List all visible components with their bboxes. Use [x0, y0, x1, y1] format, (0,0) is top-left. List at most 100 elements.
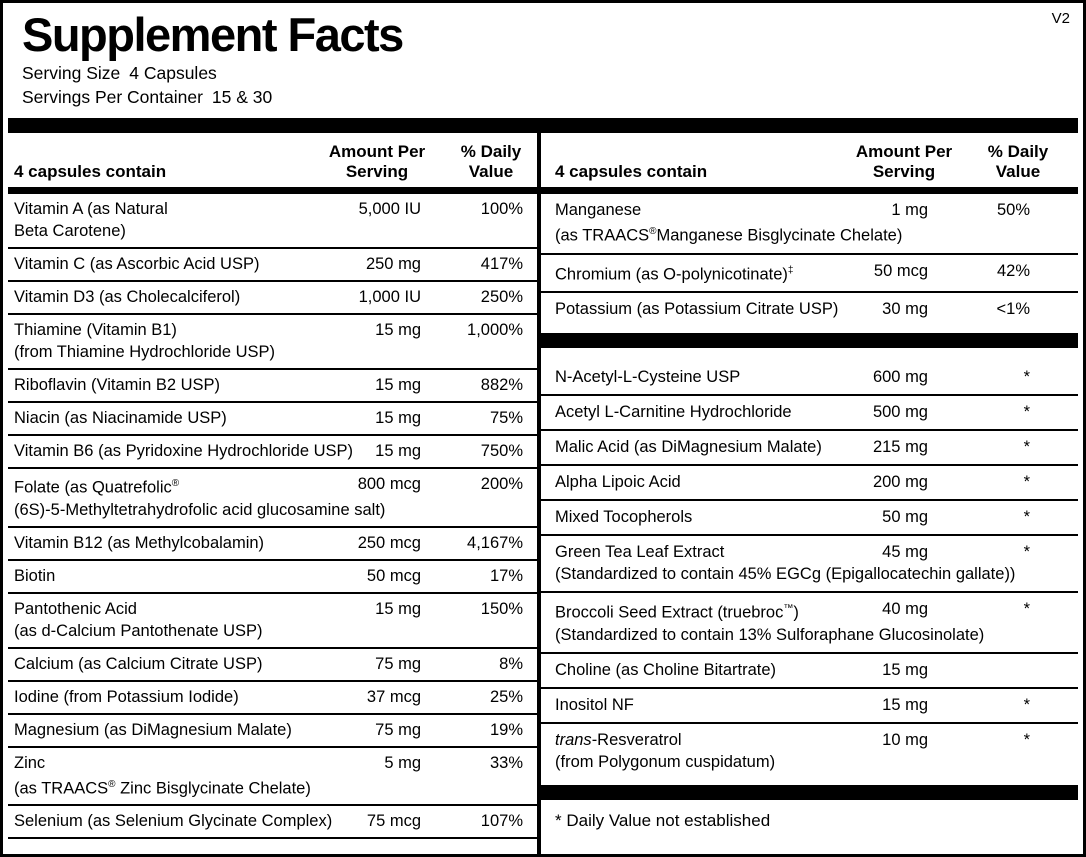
row-name-line: Pantothenic Acid	[14, 598, 537, 620]
row-name-text: Mixed Tocopherols	[555, 508, 693, 526]
row-name-line: (6S)-5-Methyltetrahydrofolic acid glucos…	[14, 499, 537, 521]
row-name-line: Green Tea Leaf Extract	[555, 541, 1078, 563]
table-row: Mixed Tocopherols 50 mg *	[541, 501, 1078, 536]
row-name-text: Manganese	[555, 201, 642, 219]
table-row: trans-Resveratrol (from Polygonum cuspida…	[541, 724, 1078, 779]
row-name-text: Pantothenic Acid	[14, 599, 137, 618]
column-right-header: 4 capsules contain Amount Per Serving % …	[541, 133, 1078, 187]
row-daily-value: 107%	[480, 812, 523, 830]
row-name: Selenium (as Selenium Glycinate Complex)	[14, 810, 537, 832]
row-amount: 250 mcg	[357, 533, 421, 552]
row-daily-value: *	[1023, 730, 1030, 749]
row-name-text: Vitamin A (as Natural	[14, 200, 168, 218]
row-name-text: Green Tea Leaf Extract	[555, 543, 725, 561]
table-row: Pantothenic Acid (as d-Calcium Pantothena…	[8, 594, 537, 649]
row-name-line: Vitamin C (as Ascorbic Acid USP)	[14, 253, 537, 275]
table-row: Thiamine (Vitamin B1) (from Thiamine Hydr…	[8, 315, 537, 370]
row-name: Chromium (as O-polynicotinate)‡	[555, 260, 1078, 286]
daily-value-footnote: * Daily Value not established	[555, 810, 771, 830]
table-row: Acetyl L-Carnitine Hydrochloride 500 mg *	[541, 396, 1078, 431]
column-left: 4 capsules contain Amount Per Serving % …	[8, 133, 537, 854]
row-name-text: Choline (as Choline Bitartrate)	[555, 660, 777, 679]
row-amount: 40 mg	[882, 600, 928, 618]
row-name: Folate (as Quatrefolic® (6S)-5-Methyltetr…	[14, 473, 537, 521]
row-name: Inositol NF	[555, 694, 1078, 716]
row-daily-value: *	[1023, 600, 1030, 618]
trademark-symbol: ®	[108, 778, 116, 790]
version-tag: V2	[1051, 10, 1070, 27]
row-name-text: Calcium (as Calcium Citrate USP)	[14, 654, 263, 673]
row-name-text: Vitamin B12 (as Methylcobalamin)	[14, 533, 265, 552]
row-name-line: Iodine (from Potassium Iodide)	[14, 686, 537, 708]
row-amount: 1 mg	[891, 201, 928, 219]
row-daily-value: 25%	[489, 687, 523, 706]
row-name-text: (as TRAACS	[14, 779, 109, 797]
row-name: Vitamin C (as Ascorbic Acid USP)	[14, 253, 537, 275]
row-name-text: Vitamin B6 (as Pyridoxine Hydrochloride …	[14, 442, 353, 460]
row-name-line: Vitamin B6 (as Pyridoxine Hydrochloride …	[14, 440, 537, 462]
row-daily-value: *	[1023, 438, 1030, 456]
row-name-line: Vitamin D3 (as Cholecalciferol)	[14, 286, 537, 308]
row-name-line: Chromium (as O-polynicotinate)‡	[555, 260, 1078, 286]
row-name-text: Manganese Bisglycinate Chelate)	[656, 226, 903, 245]
row-daily-value: 50%	[996, 201, 1030, 219]
row-name-line: Thiamine (Vitamin B1)	[14, 319, 537, 341]
table-row: Manganese (as TRAACS®Manganese Bisglycina…	[541, 194, 1078, 255]
row-name-line: Magnesium (as DiMagnesium Malate)	[14, 719, 537, 741]
servings-per-container-value: 15 & 30	[211, 87, 273, 107]
row-name-line: Acetyl L-Carnitine Hydrochloride	[555, 401, 1078, 423]
row-amount: 50 mcg	[366, 566, 421, 585]
facts-columns: 4 capsules contain Amount Per Serving % …	[8, 133, 1078, 854]
row-name-line: (as TRAACS® Zinc Bisglycinate Chelate)	[14, 774, 537, 800]
row-name-text: (Standardized to contain 45% EGCg (Epiga…	[555, 565, 1016, 583]
row-name-line: Niacin (as Niacinamide USP)	[14, 407, 537, 429]
row-daily-value: 8%	[499, 654, 523, 673]
row-amount: 5 mg	[384, 753, 421, 772]
row-daily-value: 19%	[489, 720, 523, 739]
row-daily-value: *	[1023, 473, 1030, 491]
row-amount: 45 mg	[882, 543, 928, 561]
row-amount: 600 mg	[872, 368, 928, 386]
row-name-text: )	[793, 603, 799, 622]
table-row: Magnesium (as DiMagnesium Malate) 75 mg 19…	[8, 715, 537, 748]
label-header: V2 Supplement Facts Serving Size 4 Capsul…	[8, 3, 1078, 118]
row-amount: 15 mg	[375, 409, 421, 427]
row-name-line: (Standardized to contain 13% Sulforaphan…	[555, 624, 1078, 646]
row-name-text: Inositol NF	[555, 695, 634, 714]
table-row: Green Tea Leaf Extract (Standardized to c…	[541, 536, 1078, 593]
column-right: 4 capsules contain Amount Per Serving % …	[541, 133, 1078, 854]
row-amount: 37 mcg	[366, 687, 421, 706]
header-percent-daily-value: % Daily Value	[987, 142, 1049, 181]
table-row: Vitamin B6 (as Pyridoxine Hydrochloride …	[8, 436, 537, 469]
row-daily-value: *	[1023, 695, 1030, 714]
row-name-text: Malic Acid (as DiMagnesium Malate)	[555, 438, 822, 456]
table-row: Inositol NF 15 mg *	[541, 689, 1078, 724]
row-name: Mixed Tocopherols	[555, 506, 1078, 528]
row-name-line: Selenium (as Selenium Glycinate Complex)	[14, 810, 537, 832]
row-name: Alpha Lipoic Acid	[555, 471, 1078, 493]
trademark-symbol: ™	[783, 603, 794, 614]
row-daily-value: 4,167%	[467, 533, 523, 552]
row-daily-value: 150%	[480, 599, 523, 618]
row-name-text: Zinc	[14, 753, 46, 772]
row-name-text: (from Thiamine Hydrochloride USP)	[14, 343, 276, 361]
row-daily-value: *	[1023, 543, 1030, 561]
row-name-line: Riboflavin (Vitamin B2 USP)	[14, 374, 537, 396]
row-daily-value: 100%	[480, 200, 523, 218]
row-name-line: Zinc	[14, 752, 537, 774]
table-row: Choline (as Choline Bitartrate) 15 mg	[541, 654, 1078, 689]
row-name-line: Alpha Lipoic Acid	[555, 471, 1078, 493]
row-amount: 10 mg	[882, 730, 928, 749]
row-amount: 15 mg	[882, 660, 928, 679]
top-divider-bar	[8, 118, 1078, 133]
row-daily-value: *	[1023, 368, 1030, 386]
row-name: Vitamin A (as Natural Beta Carotene)	[14, 198, 537, 242]
header-contain: 4 capsules contain	[14, 162, 167, 181]
row-name-text: Magnesium (as DiMagnesium Malate)	[14, 720, 292, 739]
table-row: Iodine (from Potassium Iodide) 37 mcg 25%	[8, 682, 537, 715]
row-name: Green Tea Leaf Extract (Standardized to c…	[555, 541, 1078, 585]
page-title: Supplement Facts	[22, 8, 404, 61]
row-name-line: Beta Carotene)	[14, 220, 537, 242]
column-divider	[537, 133, 541, 854]
row-daily-value: 882%	[480, 376, 523, 394]
